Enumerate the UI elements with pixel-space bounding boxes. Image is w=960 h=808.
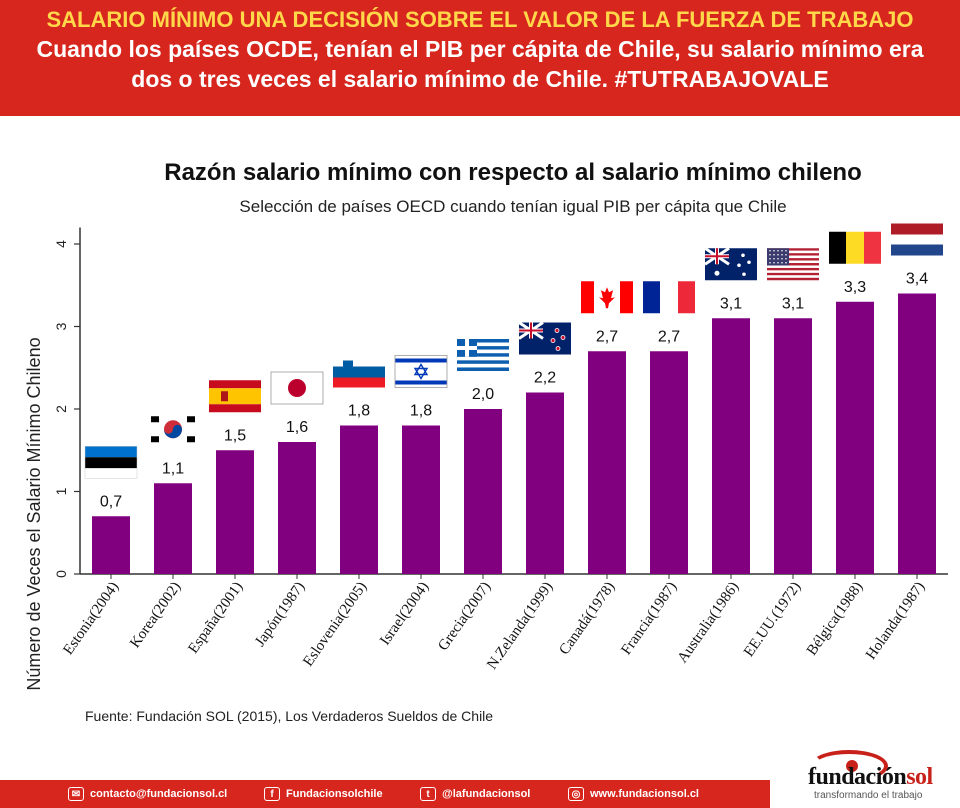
bar-2 bbox=[154, 483, 192, 574]
france-flag-icon bbox=[643, 281, 695, 314]
banner-text-line-2: dos o tres veces el salario mínimo de Ch… bbox=[131, 66, 829, 92]
value-label: 1,8 bbox=[348, 403, 370, 420]
y-tick-label: 3 bbox=[53, 322, 69, 330]
bar-1 bbox=[92, 516, 130, 574]
category-label: Eslovenia(2005) bbox=[300, 579, 370, 669]
bar-13 bbox=[836, 301, 874, 574]
logo-dot bbox=[846, 760, 858, 772]
category-label: Grecia(2007) bbox=[435, 579, 494, 654]
value-label: 2,7 bbox=[658, 328, 680, 345]
value-label: 3,4 bbox=[906, 271, 928, 288]
bar-12 bbox=[774, 318, 812, 574]
facebook-icon: f bbox=[264, 787, 280, 802]
twitter-text: @lafundacionsol bbox=[442, 788, 531, 800]
category-label: Bélgica(1988) bbox=[804, 579, 866, 658]
bar-14 bbox=[898, 293, 936, 574]
category-label: Australia(1986) bbox=[675, 579, 743, 666]
australia-flag-icon bbox=[704, 247, 757, 281]
value-label: 3,1 bbox=[720, 295, 742, 312]
israel-flag-icon bbox=[394, 355, 448, 388]
y-tick-label: 1 bbox=[53, 487, 69, 495]
estonia-flag-icon bbox=[84, 446, 138, 479]
category-label: Francia(1987) bbox=[618, 579, 680, 658]
category-label: N.Zelanda(1999) bbox=[484, 579, 556, 672]
spain-flag-icon bbox=[209, 380, 261, 413]
category-label: Estonia(2004) bbox=[60, 579, 122, 658]
value-label: 3,1 bbox=[782, 295, 804, 312]
japan-flag-icon bbox=[270, 371, 324, 405]
usa-flag-icon bbox=[767, 248, 819, 281]
category-label: Israel(2004) bbox=[377, 579, 432, 648]
category-label: EE.UU.(1972) bbox=[741, 579, 804, 660]
logo-tagline: transformando el trabajo bbox=[814, 790, 923, 801]
web-text: www.fundacionsol.cl bbox=[590, 788, 699, 800]
fundacion-sol-logo: fundaciónsol transformando el trabajo bbox=[770, 742, 960, 808]
y-tick-label: 2 bbox=[53, 405, 69, 413]
banner-headline: SALARIO MÍNIMO UNA DECISIÓN SOBRE EL VAL… bbox=[46, 7, 914, 32]
value-label: 2,7 bbox=[596, 328, 618, 345]
new-zealand-flag-icon bbox=[518, 321, 571, 355]
y-tick-label: 4 bbox=[53, 240, 69, 248]
korea-flag-icon bbox=[147, 413, 199, 446]
value-label: 0,7 bbox=[100, 493, 122, 510]
category-label: Holanda(1987) bbox=[863, 579, 928, 663]
greece-flag-icon bbox=[457, 339, 509, 371]
value-label: 2,2 bbox=[534, 370, 556, 387]
y-tick-label: 0 bbox=[53, 570, 69, 578]
twitter-icon: t bbox=[420, 787, 436, 802]
footer-facebook[interactable]: f Fundacionsolchile bbox=[264, 785, 383, 803]
bar-5 bbox=[340, 425, 378, 574]
chart-title: Razón salario mínimo con respecto al sal… bbox=[164, 159, 862, 186]
facebook-text: Fundacionsolchile bbox=[286, 788, 383, 800]
footer-twitter[interactable]: t @lafundacionsol bbox=[420, 785, 530, 803]
email-text: contacto@fundacionsol.cl bbox=[90, 788, 228, 800]
bar-3 bbox=[216, 450, 254, 574]
belgium-flag-icon bbox=[829, 231, 881, 264]
footer-email[interactable]: ✉ contacto@fundacionsol.cl bbox=[68, 785, 227, 803]
envelope-icon: ✉ bbox=[68, 787, 84, 802]
bar-4 bbox=[278, 442, 316, 574]
y-axis-label: Número de Veces el Salario Mínimo Chilen… bbox=[24, 337, 44, 690]
bar-7 bbox=[464, 409, 502, 574]
value-label: 2,0 bbox=[472, 386, 494, 403]
logo-name: fundaciónsol bbox=[808, 764, 933, 790]
value-label: 1,8 bbox=[410, 403, 432, 420]
bar-10 bbox=[650, 351, 688, 574]
footer-web[interactable]: ◎ www.fundacionsol.cl bbox=[568, 785, 699, 803]
category-label: Korea(2002) bbox=[127, 579, 184, 651]
chart-subtitle: Selección de países OECD cuando tenían i… bbox=[239, 197, 786, 216]
header-banner: SALARIO MÍNIMO UNA DECISIÓN SOBRE EL VAL… bbox=[0, 0, 960, 116]
value-label: 1,1 bbox=[162, 460, 184, 477]
netherlands-flag-icon bbox=[891, 223, 943, 256]
value-label: 3,3 bbox=[844, 279, 866, 296]
category-label: Canadá(1978) bbox=[556, 579, 618, 658]
source-note: Fuente: Fundación SOL (2015), Los Verdad… bbox=[85, 708, 494, 724]
logo-eye-icon bbox=[810, 750, 888, 782]
bar-8 bbox=[526, 392, 564, 574]
globe-icon: ◎ bbox=[568, 787, 584, 802]
bar-11 bbox=[712, 318, 750, 574]
slovenia-flag-icon bbox=[333, 355, 385, 388]
bar-chart: Razón salario mínimo con respecto al sal… bbox=[24, 159, 948, 691]
value-label: 1,6 bbox=[286, 419, 308, 436]
category-label: España(2001) bbox=[185, 579, 246, 656]
bar-6 bbox=[402, 425, 440, 574]
banner-text-line-1: Cuando los países OCDE, tenían el PIB pe… bbox=[36, 36, 924, 62]
canada-flag-icon bbox=[581, 281, 633, 314]
bar-9 bbox=[588, 351, 626, 574]
value-label: 1,5 bbox=[224, 427, 246, 444]
category-label: Japón(1987) bbox=[252, 579, 308, 650]
plot-area: 0 1 2 3 4 0,7 Estonia(2004) 1,1 Korea(2002) 1,5 Es… bbox=[53, 223, 948, 673]
